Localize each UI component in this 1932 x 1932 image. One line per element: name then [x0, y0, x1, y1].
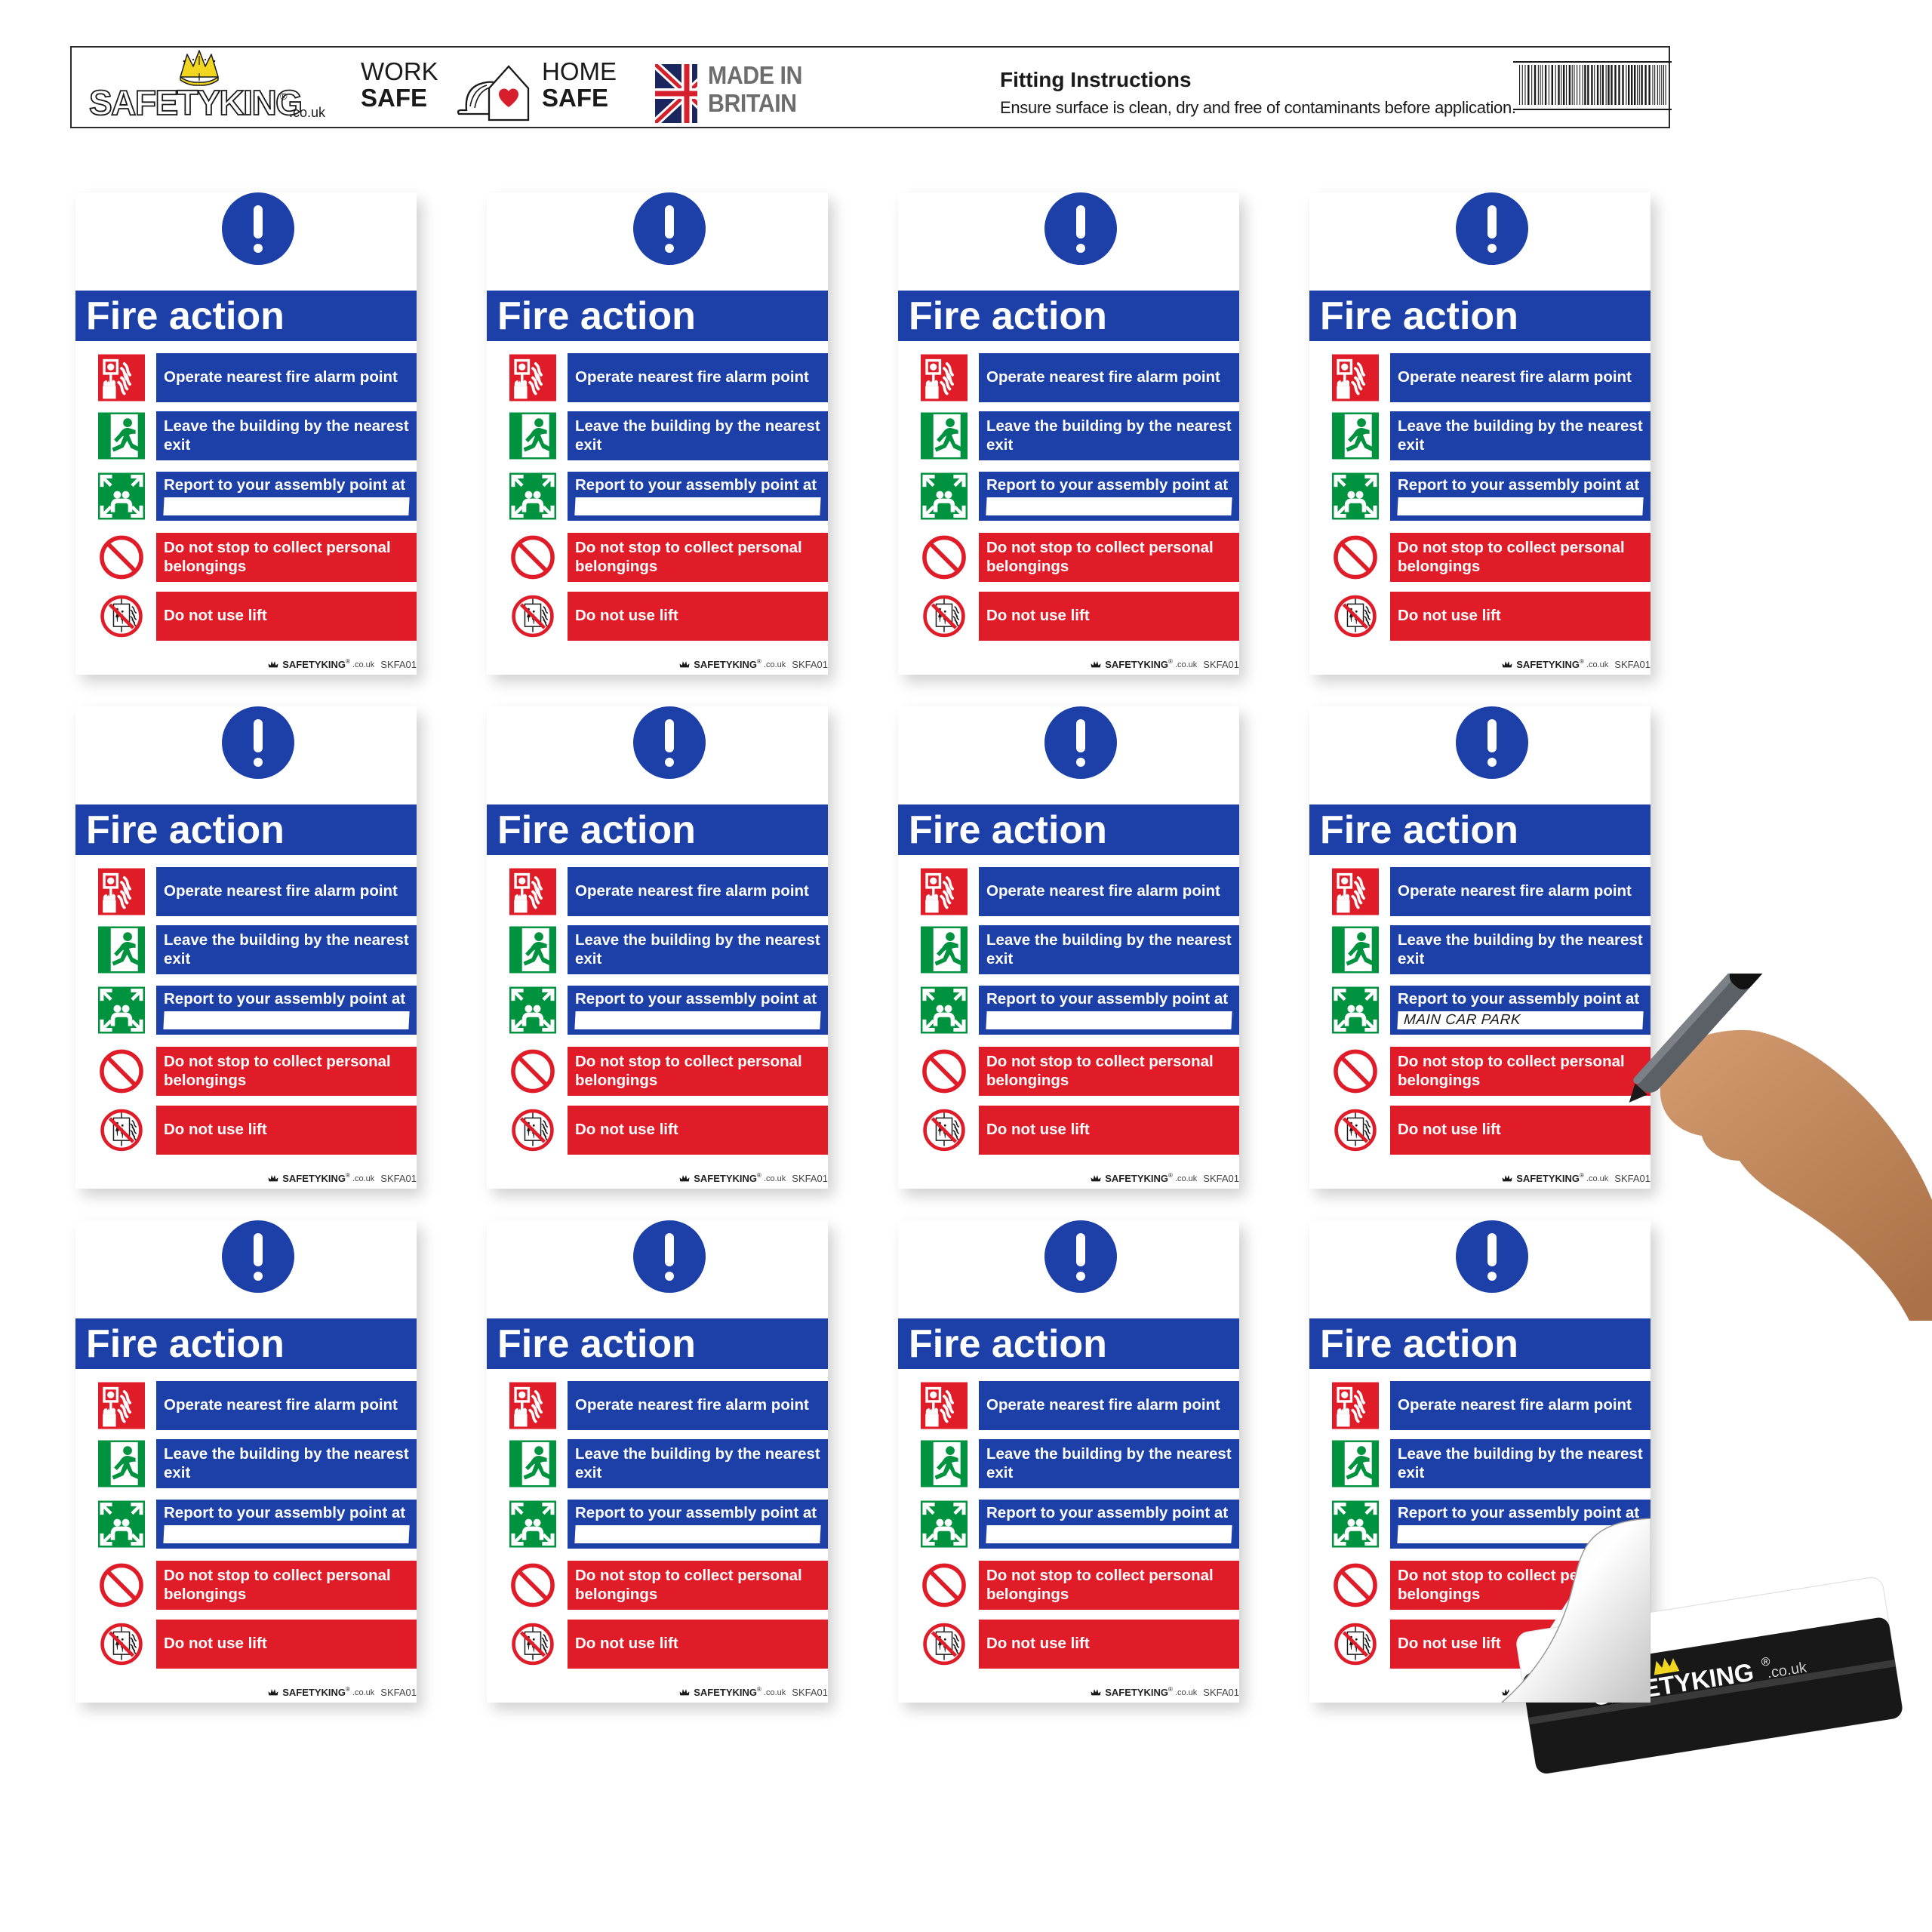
svg-text:SAFETYKING: SAFETYKING — [89, 83, 301, 122]
svg-text:.co.uk: .co.uk — [289, 105, 326, 120]
svg-text:®: ® — [280, 91, 288, 102]
